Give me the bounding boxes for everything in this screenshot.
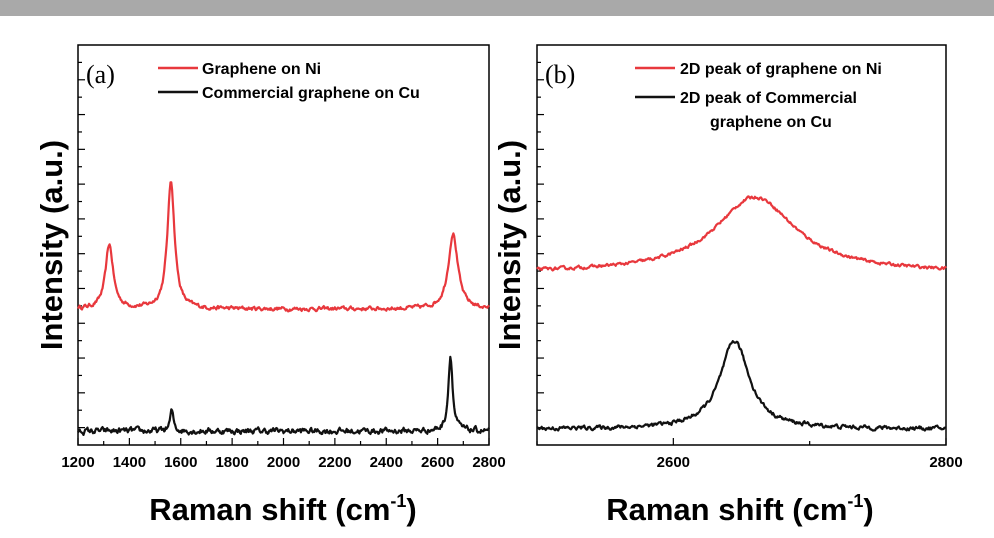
panel-b-x-ticks: 2600 2800 xyxy=(536,438,963,471)
series-line-0 xyxy=(536,195,947,272)
panel-a: 1200 1400 1600 1800 2000 2200 2400 2600 2800 (a)… xyxy=(34,44,506,527)
panel-b-x-title-sup: -1 xyxy=(847,491,863,511)
x-tick-label: 2800 xyxy=(472,454,505,471)
x-tick-label: 1600 xyxy=(164,454,197,471)
panel-a-x-ticks: 1200 1400 1600 1800 2000 2200 2400 2600 2800 xyxy=(61,438,506,471)
x-tick-label: 2800 xyxy=(929,454,962,471)
series-line-1 xyxy=(77,355,490,436)
panel-b-y-title: Intensity (a.u.) xyxy=(492,140,527,350)
panel-a-series xyxy=(77,181,490,436)
panel-b-series xyxy=(536,195,947,432)
top-bar xyxy=(0,0,994,16)
x-tick-label: 1800 xyxy=(215,454,248,471)
panel-a-y-ticks xyxy=(78,61,85,429)
x-tick-label: 2600 xyxy=(657,454,690,471)
x-tick-label: 2200 xyxy=(318,454,351,471)
panel-a-label: (a) xyxy=(86,60,115,89)
legend-b-label-1a: 2D peak of Commercial xyxy=(680,90,857,107)
panel-b-label: (b) xyxy=(545,60,575,89)
x-tick-label: 1200 xyxy=(61,454,94,471)
panel-a-y-title: Intensity (a.u.) xyxy=(34,140,69,350)
series-line-1 xyxy=(536,340,947,432)
panel-a-x-title-tail: ) xyxy=(406,492,416,527)
legend-a-label-0: Graphene on Ni xyxy=(202,61,321,78)
panel-a-x-title-sup: -1 xyxy=(390,491,406,511)
legend-a-label-1: Commercial graphene on Cu xyxy=(202,85,420,102)
panel-b-x-title: Raman shift (cm-1) xyxy=(606,491,874,527)
x-tick-label: 1400 xyxy=(113,454,146,471)
series-line-0 xyxy=(77,181,490,313)
panel-a-frame xyxy=(77,44,490,446)
x-tick-label: 2000 xyxy=(267,454,300,471)
legend-b-label-1b: graphene on Cu xyxy=(710,114,832,131)
x-tick-label: 2600 xyxy=(421,454,454,471)
panel-b-x-title-tail: ) xyxy=(863,492,873,527)
legend-b-label-0: 2D peak of graphene on Ni xyxy=(680,61,882,78)
panel-b-x-title-main: Raman shift (cm xyxy=(606,492,847,527)
panel-b-frame xyxy=(536,44,947,446)
x-tick-label: 2400 xyxy=(370,454,403,471)
panel-b: 2600 2800 (b) 2D peak of graphene on Ni 2… xyxy=(492,44,963,527)
panel-a-x-title: Raman shift (cm-1) xyxy=(149,491,417,527)
panel-b-y-ticks xyxy=(537,61,544,429)
panel-a-x-title-main: Raman shift (cm xyxy=(149,492,390,527)
